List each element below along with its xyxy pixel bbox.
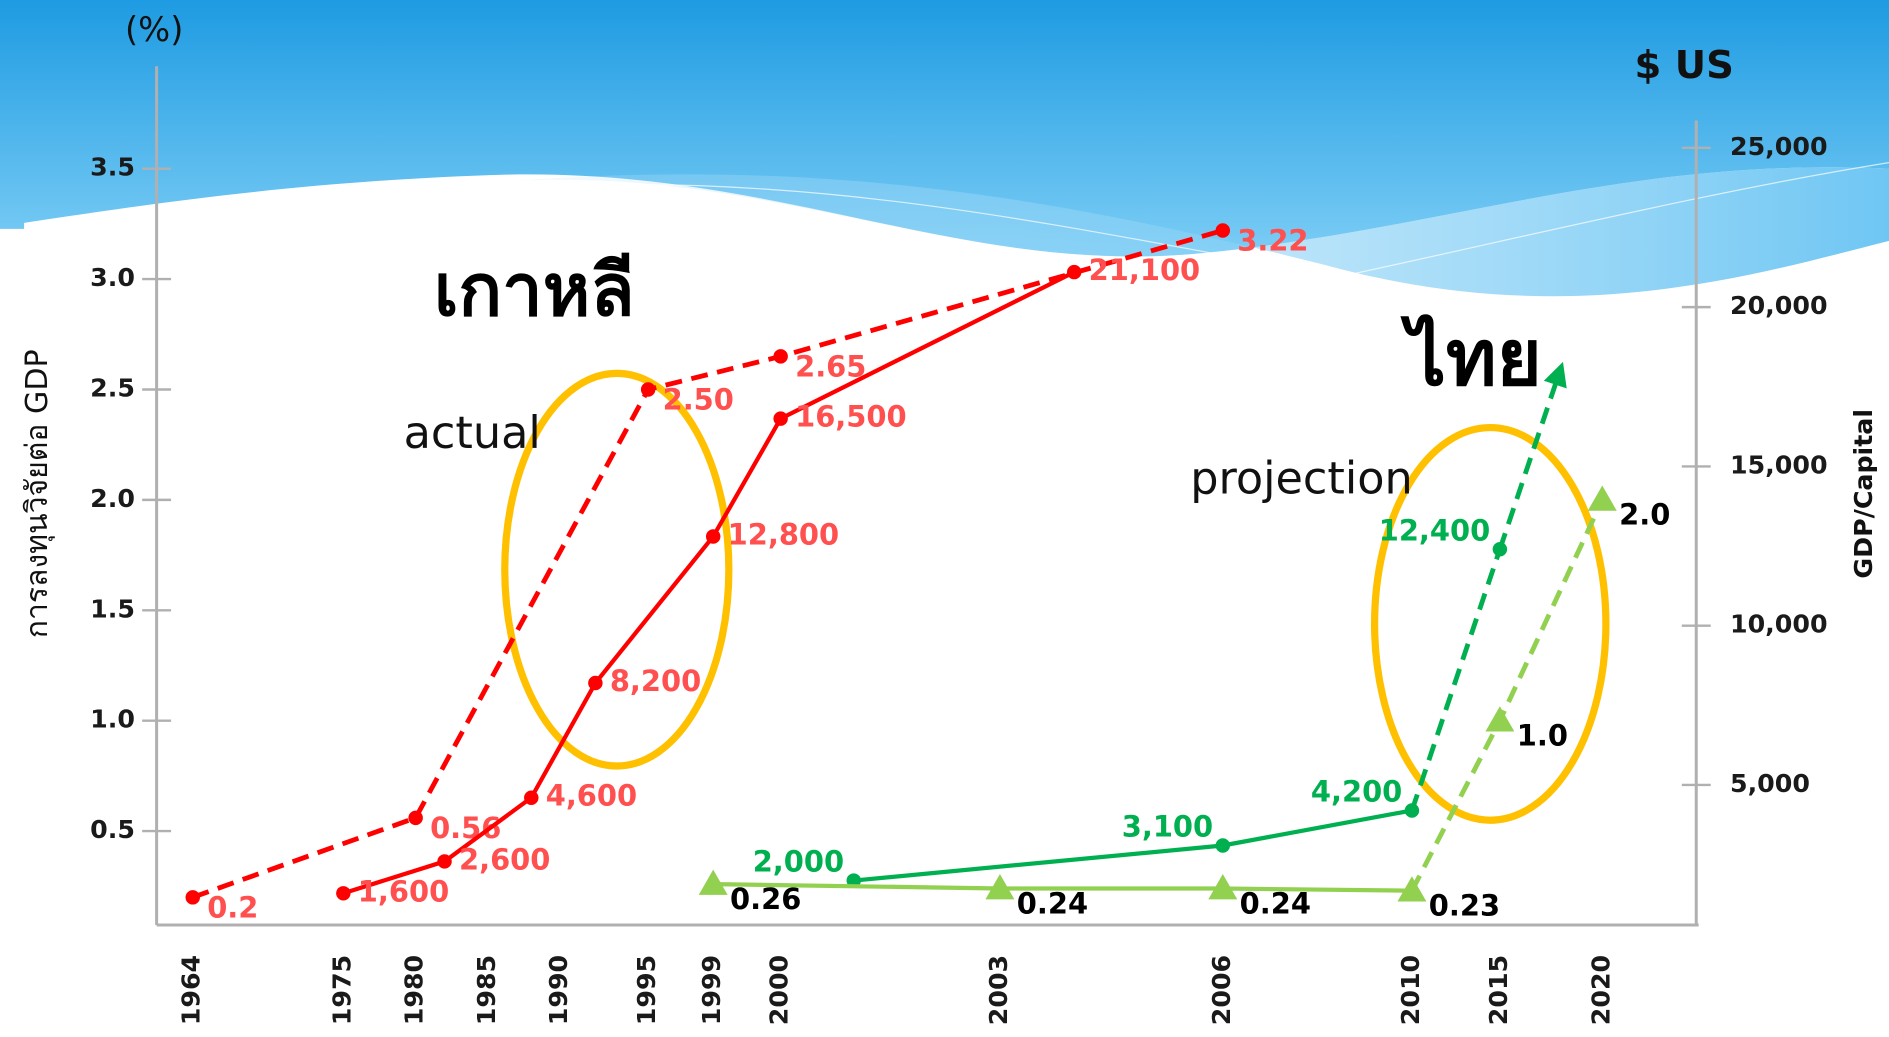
y-tick-label: 1.0 [90,705,135,734]
data-label: 0.2 [207,890,258,924]
y2-tick-label: 15,000 [1730,450,1828,479]
x-tick-label: 1980 [400,955,429,1025]
marker [186,890,200,904]
x-tick-label: 1985 [472,955,501,1025]
y-tick-label: 2.5 [90,373,135,402]
y2-unit-label: $ US [1635,43,1734,88]
x-tick-label: 2010 [1396,955,1425,1025]
data-label: 1,600 [358,874,449,908]
marker [524,790,538,804]
marker [1588,485,1617,510]
annotation: เกาหลี [434,249,635,333]
y-axis-title: การลงทุนวิจัยต่อ GDP [20,349,56,638]
data-label: 0.26 [730,882,801,916]
marker [1405,803,1419,817]
marker [1216,838,1230,852]
series-line [343,272,1074,893]
data-label: 2.0 [1619,498,1670,532]
data-label: 8,200 [610,664,701,698]
x-tick-label: 1990 [544,955,573,1025]
data-label: 16,500 [795,400,907,434]
data-label: 4,600 [546,779,637,813]
marker [1485,706,1514,731]
data-label: 2,000 [753,845,844,879]
x-tick-label: 1995 [632,955,661,1025]
data-label: 1.0 [1517,719,1568,753]
data-label: 0.23 [1429,889,1500,923]
x-tick-label: 2006 [1207,955,1236,1025]
marker [437,854,451,868]
data-label: 0.24 [1017,886,1088,920]
y-tick-label: 0.5 [90,815,135,844]
y-unit-label: (%) [125,10,183,49]
x-tick-label: 1975 [327,955,356,1025]
annotation: actual [404,407,541,459]
data-label: 2,600 [459,842,550,876]
y-tick-label: 3.5 [90,153,135,182]
series-line [1412,549,1500,810]
marker [408,811,422,825]
y-tick-label: 1.5 [90,594,135,623]
marker [588,676,602,690]
data-label: 3.22 [1237,224,1308,258]
data-label: 0.24 [1240,886,1311,920]
data-label: 21,100 [1089,253,1201,287]
data-label: 4,200 [1311,775,1402,809]
page: {"chart_data": { "type": "line", "y_unit… [0,0,1889,1037]
marker [706,529,720,543]
marker [641,382,655,396]
marker [1067,265,1081,279]
series-line [193,231,1223,898]
data-label: 12,800 [728,517,840,551]
y2-axis-title: GDP/Capital [1849,409,1878,579]
x-tick-label: 2015 [1484,955,1513,1025]
series-line [1412,500,1602,891]
marker [336,886,350,900]
y2-tick-label: 5,000 [1730,769,1810,798]
data-label: 2.65 [795,349,866,383]
y2-tick-label: 20,000 [1730,291,1828,320]
chart: (%) $ US การลงทุนวิจัยต่อ GDP GDP/Capita… [0,0,1889,1037]
x-tick-label: 2003 [984,955,1013,1025]
y-tick-label: 3.0 [90,263,135,292]
marker [1493,542,1507,556]
x-tick-label: 2000 [765,955,794,1025]
data-label: 2.50 [663,383,734,417]
y2-tick-label: 10,000 [1730,610,1828,639]
x-tick-label: 2020 [1586,955,1615,1025]
data-label: 12,400 [1379,513,1491,547]
y2-tick-label: 25,000 [1730,132,1828,161]
y-tick-label: 2.0 [90,484,135,513]
x-tick-label: 1999 [697,955,726,1025]
marker [1216,223,1230,237]
data-label: 3,100 [1122,810,1213,844]
marker [773,349,787,363]
x-tick-label: 1964 [177,955,206,1025]
annotation: ไทย [1400,314,1542,404]
annotation: projection [1190,453,1413,505]
marker [773,411,787,425]
